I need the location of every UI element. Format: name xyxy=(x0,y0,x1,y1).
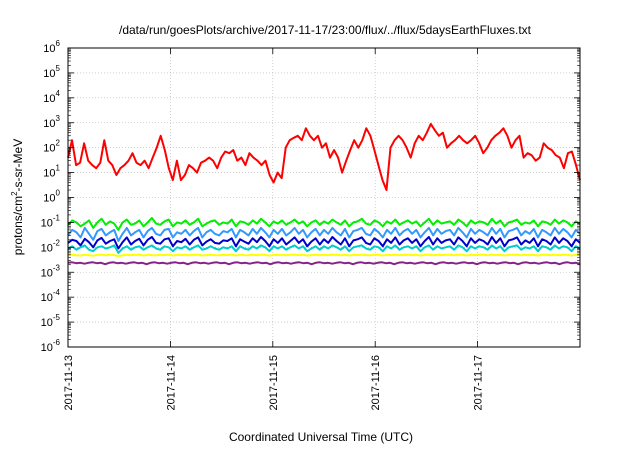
axes: 10-6 10-5 10-4 10-3 10-2 10-1 100 101 102 103 104 1… xyxy=(10,39,581,410)
chart-title: /data/run/goesPlots/archive/2017-11-17/2… xyxy=(119,23,532,37)
x-tick-label: 2017-11-16 xyxy=(370,355,382,410)
y-tick-label: 10-6 xyxy=(41,338,61,354)
series-line-2 xyxy=(67,217,581,231)
y-tick-label: 10-1 xyxy=(41,213,61,229)
y-tick-label: 10-5 xyxy=(41,313,61,329)
series-lines xyxy=(67,122,581,266)
y-tick-label: 101 xyxy=(43,164,60,180)
y-tick-label: 104 xyxy=(43,89,60,105)
x-tick-label: 2017-11-15 xyxy=(268,355,280,410)
x-tick-label: 2017-11-13 xyxy=(63,355,75,410)
y-tick-label: 106 xyxy=(43,39,60,55)
grid-lines xyxy=(68,48,580,347)
y-tick-label: 10-3 xyxy=(41,263,61,279)
x-tick-label: 2017-11-14 xyxy=(165,355,177,410)
y-tick-label: 10-2 xyxy=(41,238,61,254)
y-tick-label: 100 xyxy=(43,189,60,205)
y-tick-label: 102 xyxy=(43,139,60,155)
series-line-7 xyxy=(67,261,581,266)
series-line-1 xyxy=(67,122,581,191)
series-line-5 xyxy=(67,244,581,254)
y-axis-label: protons/cm2-s-sr-MeV xyxy=(10,139,25,255)
x-axis-label: Coordinated Universal Time (UTC) xyxy=(229,430,413,444)
series-line-4 xyxy=(67,236,581,250)
y-tick-label: 103 xyxy=(43,114,60,130)
y-tick-label: 105 xyxy=(43,64,60,80)
series-line-6 xyxy=(68,253,581,257)
plot-frame xyxy=(67,47,581,348)
y-tick-label: 10-4 xyxy=(41,288,61,304)
x-tick-label: 2017-11-17 xyxy=(473,355,485,410)
series-line-3 xyxy=(67,226,581,242)
